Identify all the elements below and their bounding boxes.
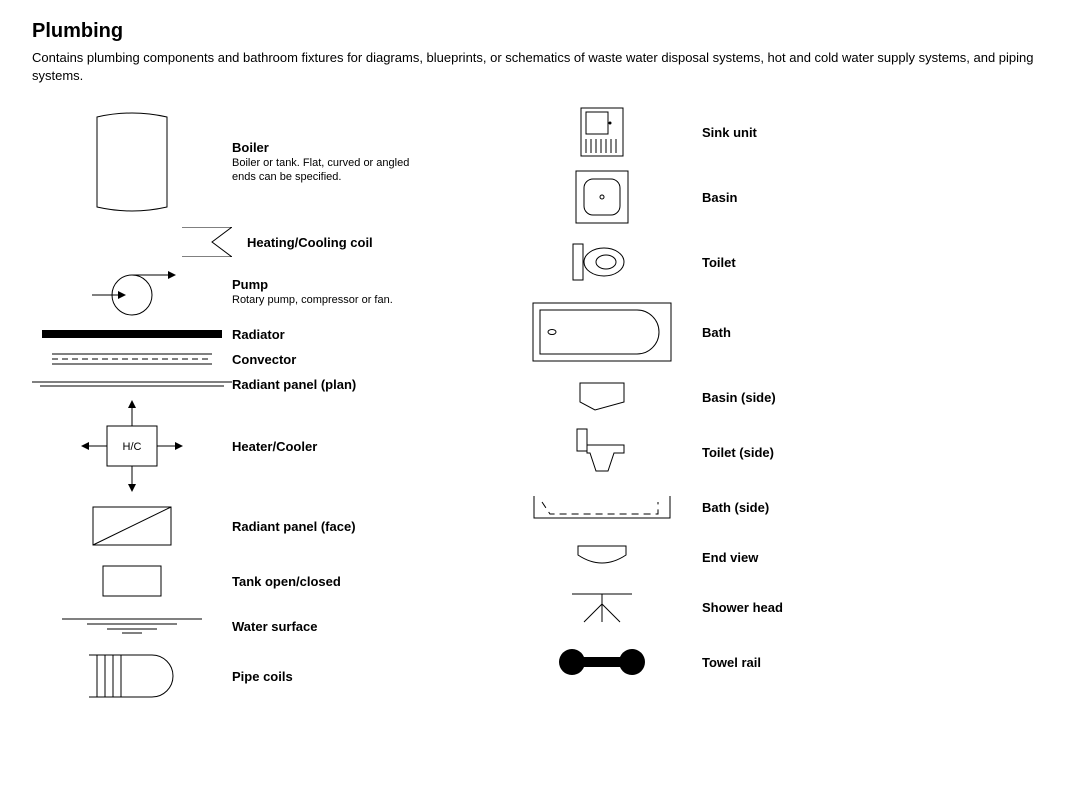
symbol-label: Boiler bbox=[232, 140, 422, 155]
symbol-row: Radiant panel (face) bbox=[32, 496, 422, 556]
symbol-label: Radiant panel (face) bbox=[232, 519, 356, 534]
symbol-row: Toilet bbox=[502, 232, 783, 292]
symbol-label: End view bbox=[702, 550, 758, 565]
basin-icon bbox=[502, 170, 702, 224]
pump-icon bbox=[32, 267, 232, 317]
symbol-row: Boiler Boiler or tank. Flat, curved or a… bbox=[32, 102, 422, 222]
symbol-label: Basin (side) bbox=[702, 390, 776, 405]
symbol-label: Bath bbox=[702, 325, 731, 340]
symbol-label: Radiant panel (plan) bbox=[232, 377, 356, 392]
symbol-label: Toilet bbox=[702, 255, 736, 270]
heater-cooler-icon: H/C bbox=[32, 396, 232, 496]
symbol-row: Sink unit bbox=[502, 102, 783, 162]
symbol-sub: Rotary pump, compressor or fan. bbox=[232, 294, 393, 308]
symbol-label: Convector bbox=[232, 352, 296, 367]
symbol-row: End view bbox=[502, 532, 783, 582]
symbol-label: Pump bbox=[232, 277, 393, 292]
toilet-side-icon bbox=[502, 427, 702, 477]
symbol-row: Bath bbox=[502, 292, 783, 372]
symbol-row: Shower head bbox=[502, 582, 783, 632]
tank-icon bbox=[32, 565, 232, 597]
heating-cooling-coil-icon bbox=[32, 227, 247, 257]
radiant-panel-face-icon bbox=[32, 506, 232, 546]
pipe-coils-icon bbox=[32, 653, 232, 699]
symbol-row: H/C Heater/Cooler bbox=[32, 396, 422, 496]
basin-side-icon bbox=[502, 382, 702, 412]
symbol-label: Tank open/closed bbox=[232, 574, 341, 589]
symbol-sub: Boiler or tank. Flat, curved or angled e… bbox=[232, 157, 422, 185]
page-title: Plumbing bbox=[32, 20, 1048, 43]
symbol-label: Sink unit bbox=[702, 125, 757, 140]
page-description: Contains plumbing components and bathroo… bbox=[32, 49, 1048, 84]
symbol-label: Pipe coils bbox=[232, 669, 293, 684]
symbol-label: Heating/Cooling coil bbox=[247, 235, 373, 250]
symbol-label: Shower head bbox=[702, 600, 783, 615]
symbol-label: Heater/Cooler bbox=[232, 439, 317, 454]
symbol-label: Radiator bbox=[232, 327, 285, 342]
symbol-label: Water surface bbox=[232, 619, 318, 634]
symbol-row: Basin (side) bbox=[502, 372, 783, 422]
right-column: Sink unit Basin bbox=[502, 102, 783, 706]
symbol-row: Pipe coils bbox=[32, 646, 422, 706]
toilet-icon bbox=[502, 242, 702, 282]
symbol-row: Pump Rotary pump, compressor or fan. bbox=[32, 262, 422, 322]
symbol-row: Water surface bbox=[32, 606, 422, 646]
heater-cooler-text: H/C bbox=[123, 441, 142, 453]
symbol-row: Basin bbox=[502, 162, 783, 232]
radiator-icon bbox=[32, 329, 232, 339]
symbol-row: Towel rail bbox=[502, 632, 783, 692]
symbol-label: Basin bbox=[702, 190, 737, 205]
symbol-row: Radiant panel (plan) bbox=[32, 372, 422, 396]
symbol-row: Heating/Cooling coil bbox=[32, 222, 422, 262]
symbol-label: Toilet (side) bbox=[702, 445, 774, 460]
sink-unit-icon bbox=[502, 107, 702, 157]
symbol-label: Towel rail bbox=[702, 655, 761, 670]
symbol-label: Bath (side) bbox=[702, 500, 769, 515]
convector-icon bbox=[32, 352, 232, 366]
bath-side-icon bbox=[502, 494, 702, 520]
symbol-row: Convector bbox=[32, 346, 422, 372]
symbol-row: Toilet (side) bbox=[502, 422, 783, 482]
end-view-icon bbox=[502, 545, 702, 569]
shower-head-icon bbox=[502, 590, 702, 624]
radiant-panel-plan-icon bbox=[32, 380, 232, 388]
symbol-row: Bath (side) bbox=[502, 482, 783, 532]
symbol-row: Radiator bbox=[32, 322, 422, 346]
towel-rail-icon bbox=[502, 647, 702, 677]
boiler-icon bbox=[32, 107, 232, 217]
left-column: Boiler Boiler or tank. Flat, curved or a… bbox=[32, 102, 422, 706]
symbol-row: Tank open/closed bbox=[32, 556, 422, 606]
bath-icon bbox=[502, 302, 702, 362]
water-surface-icon bbox=[32, 617, 232, 635]
